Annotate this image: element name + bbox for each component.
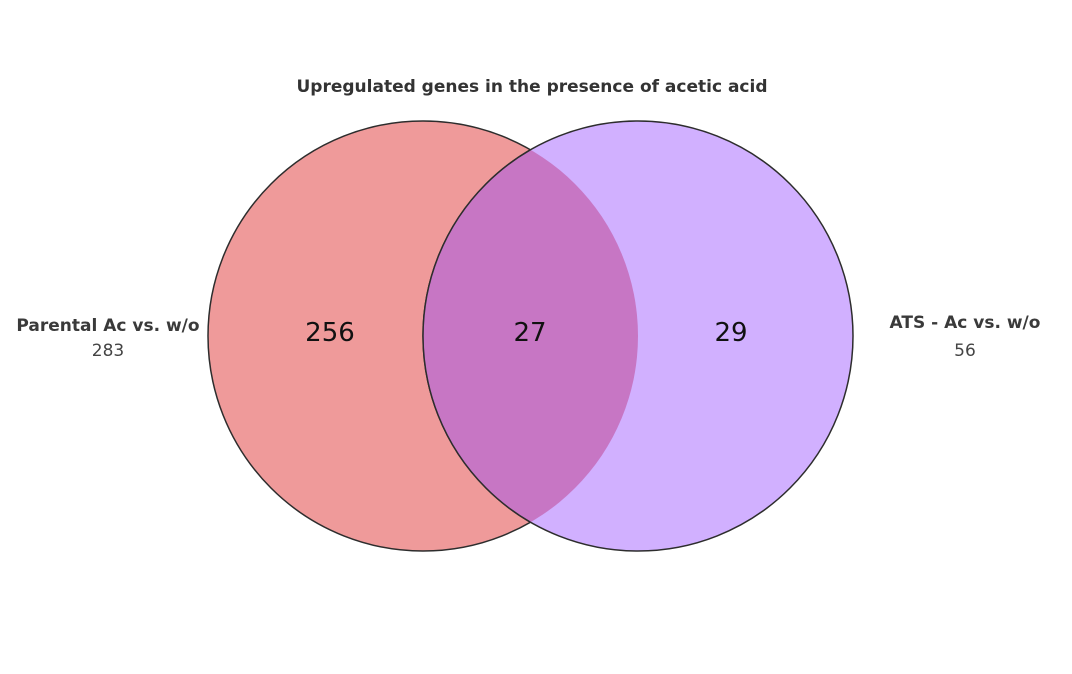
set-total-ats: 56 bbox=[954, 341, 976, 361]
intersection-count: 27 bbox=[513, 318, 546, 348]
intersection-region bbox=[422, 121, 638, 551]
right-only-count: 29 bbox=[714, 318, 747, 348]
diagram-title: Upregulated genes in the presence of ace… bbox=[296, 77, 767, 97]
left-only-count: 256 bbox=[305, 318, 355, 348]
set-label-parental: Parental Ac vs. w/o bbox=[16, 316, 199, 336]
set-total-parental: 283 bbox=[92, 341, 124, 361]
set-label-ats: ATS - Ac vs. w/o bbox=[890, 313, 1041, 333]
